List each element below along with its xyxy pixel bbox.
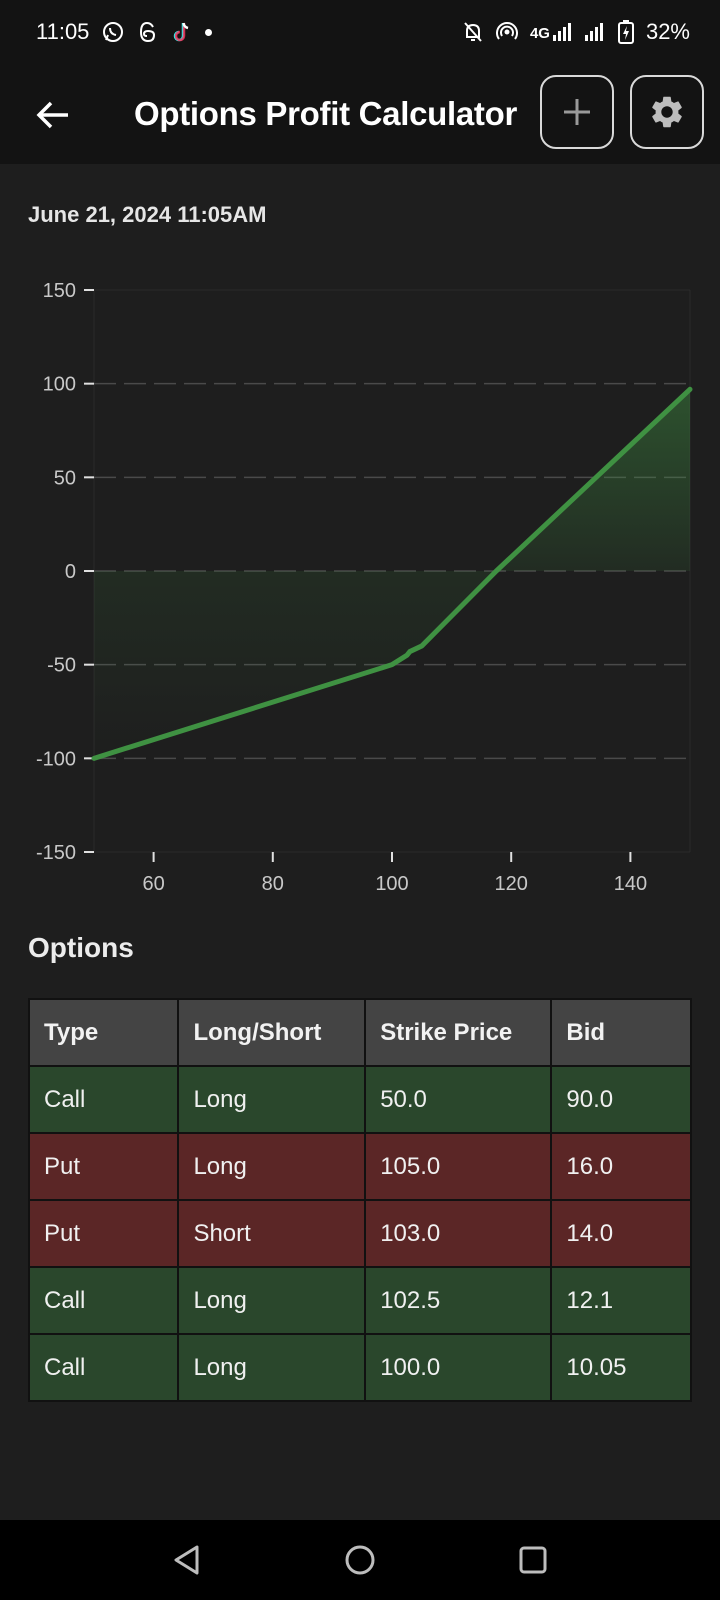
cell-bid: 16.0 [550, 1132, 692, 1201]
network-label: 4G [529, 25, 550, 42]
nav-recents-button[interactable] [509, 1536, 557, 1584]
loss-area-fill [94, 571, 497, 759]
back-button[interactable] [28, 90, 78, 140]
system-nav-bar [0, 1520, 720, 1600]
options-section-title: Options [28, 932, 134, 963]
cell-strike: 105.0 [364, 1132, 553, 1201]
signal-icon [584, 22, 606, 42]
payoff-line [91, 386, 693, 761]
table-row[interactable]: Call Long 50.0 90.0 [27, 1065, 692, 1134]
x-tick-label: 140 [614, 873, 647, 895]
status-left: 11:05 [36, 19, 213, 45]
add-option-button[interactable] [540, 75, 614, 149]
notification-dot-icon [205, 28, 213, 36]
y-tick-label: 0 [65, 561, 76, 583]
settings-button[interactable] [630, 75, 704, 149]
nav-home-button[interactable] [336, 1536, 384, 1584]
cell-type: Call [27, 1333, 180, 1402]
cell-long-short: Short [177, 1199, 367, 1268]
cell-type: Put [27, 1199, 180, 1268]
table-header-row: Type Long/Short Strike Price Bid [27, 998, 692, 1067]
battery-percent: 32% [645, 19, 690, 44]
y-tick-label: -50 [47, 655, 76, 677]
y-tick-label: 150 [43, 280, 76, 302]
plus-icon [564, 99, 590, 125]
cell-bid: 14.0 [550, 1199, 692, 1268]
cell-long-short: Long [177, 1132, 367, 1201]
status-right: 4G 32% [462, 19, 690, 45]
status-time: 11:05 [36, 19, 90, 44]
table-row[interactable]: Put Long 105.0 16.0 [27, 1132, 692, 1201]
y-tick-label: 50 [54, 467, 76, 489]
cell-long-short: Long [177, 1333, 367, 1402]
cell-type: Put [27, 1132, 180, 1201]
mute-bell-icon [462, 20, 484, 44]
table-row[interactable]: Call Long 102.5 12.1 [27, 1266, 692, 1335]
column-header-long-short: Long/Short [177, 998, 367, 1067]
column-header-strike-price: Strike Price [364, 998, 553, 1067]
y-tick-label: 100 [43, 374, 76, 396]
cell-strike: 103.0 [364, 1199, 553, 1268]
page-title: Options Profit Calculator [134, 95, 518, 132]
cell-strike: 102.5 [364, 1266, 553, 1335]
nav-back-button[interactable] [163, 1536, 211, 1584]
arrow-left-icon [36, 101, 68, 129]
cell-long-short: Long [177, 1266, 367, 1335]
timestamp: June 21, 2024 11:05AM [28, 202, 267, 227]
threads-icon [137, 20, 159, 44]
signal-4g-icon: 4G [530, 22, 572, 42]
nav-home-icon [345, 1545, 375, 1575]
table-row[interactable]: Call Long 100.0 10.05 [27, 1333, 692, 1402]
battery-charging-icon [617, 20, 634, 44]
x-tick-label: 60 [142, 873, 164, 895]
nav-recents-icon [519, 1546, 547, 1574]
x-tick-label: 100 [375, 873, 408, 895]
y-tick-label: -150 [36, 842, 76, 864]
cell-type: Call [27, 1065, 180, 1134]
cell-bid: 12.1 [550, 1266, 692, 1335]
options-table: Type Long/Short Strike Price Bid Call Lo… [27, 998, 692, 1402]
cell-type: Call [27, 1266, 180, 1335]
profit-chart-svg: 150 100 50 0 -50 -100 -150 60 80 100 120 140 [36, 280, 693, 895]
cell-bid: 90.0 [550, 1065, 692, 1134]
table-row[interactable]: Put Short 103.0 14.0 [27, 1199, 692, 1268]
cell-long-short: Long [177, 1065, 367, 1134]
column-header-bid: Bid [550, 998, 692, 1067]
status-bar: 11:05 4G 32% [0, 0, 720, 64]
nav-back-icon [174, 1545, 199, 1575]
cell-strike: 50.0 [364, 1065, 553, 1134]
column-header-type: Type [27, 998, 180, 1067]
cell-bid: 10.05 [550, 1333, 692, 1402]
cell-strike: 100.0 [364, 1333, 553, 1402]
tiktok-icon [171, 20, 193, 44]
app-bar: Options Profit Calculator [0, 64, 720, 164]
hotspot-icon [496, 21, 518, 43]
x-tick-label: 80 [262, 873, 284, 895]
gear-icon [652, 96, 682, 128]
whatsapp-icon [101, 20, 125, 44]
y-tick-label: -100 [36, 748, 76, 770]
x-tick-label: 120 [495, 873, 528, 895]
profit-chart: 150 100 50 0 -50 -100 -150 60 80 100 120 140 [0, 268, 720, 898]
